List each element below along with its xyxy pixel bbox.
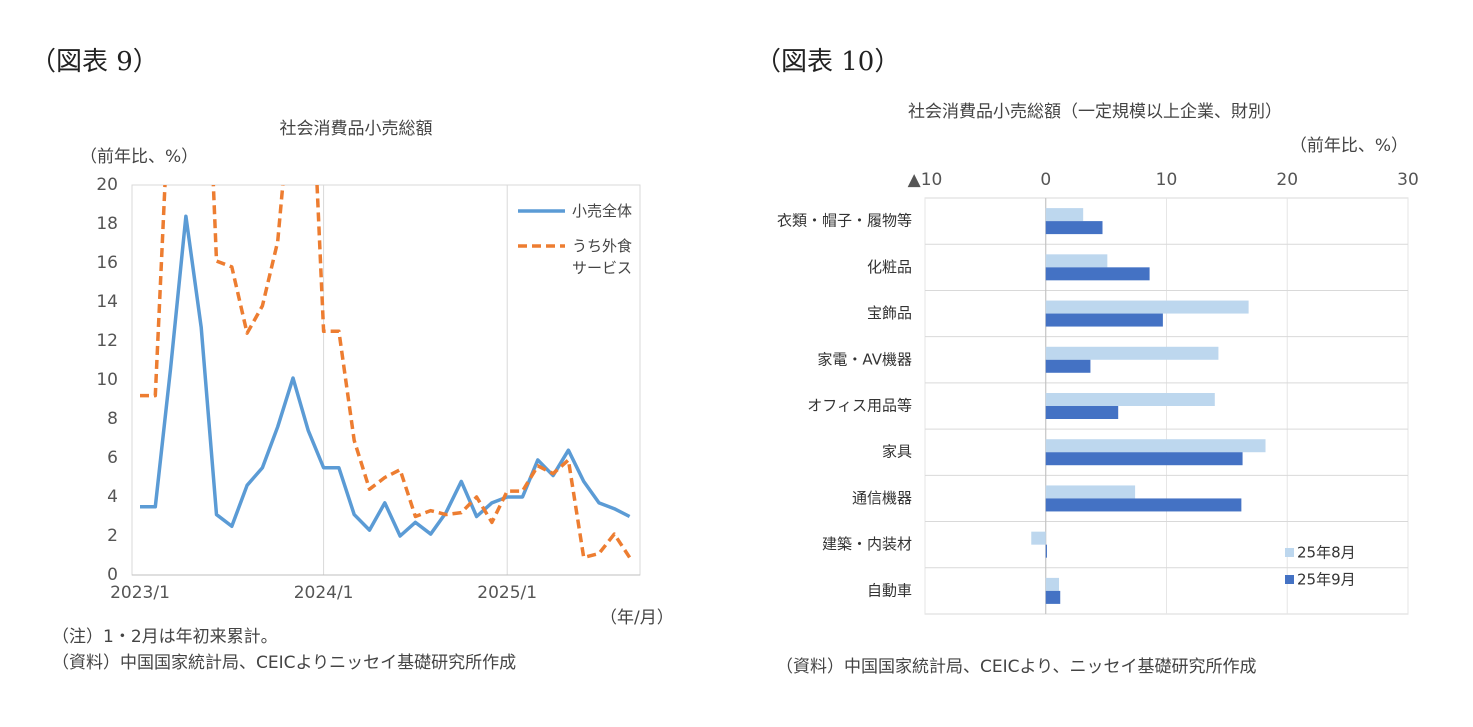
x-tick-label: 30	[1397, 170, 1419, 190]
line-series	[140, 185, 632, 560]
x-tick-label: 2023/1	[110, 583, 170, 603]
y-tick-label: 化粧品	[867, 258, 912, 276]
legend-label: 小売全体	[572, 202, 633, 220]
x-tick-label: 2025/1	[477, 583, 537, 603]
legend-swatch	[1285, 575, 1294, 584]
note: （資料）中国国家統計局、CEICより、ニッセイ基礎研究所作成	[776, 657, 1256, 677]
y-tick-label: 4	[107, 487, 118, 507]
y-tick-label: 8	[107, 409, 118, 429]
y-tick-label: 16	[96, 253, 118, 273]
y-tick-label: 18	[96, 214, 118, 234]
bar	[1045, 254, 1108, 268]
x-tick-label: 0	[1040, 170, 1051, 190]
bar	[1045, 577, 1060, 591]
y-axis-label: （前年比、%）	[80, 147, 198, 167]
chart-title: 社会消費品小売総額（一定規模以上企業、財別）	[908, 102, 1282, 122]
y-tick-label: 14	[96, 292, 118, 312]
figure-label: （図表 10）	[755, 47, 900, 77]
bar	[1045, 485, 1136, 499]
y-tick-label: 10	[96, 370, 118, 390]
bar	[1045, 406, 1119, 419]
y-tick-label: 衣類・帽子・履物等	[777, 212, 912, 230]
x-tick-label: ▲10	[908, 170, 943, 190]
legend-label: うち外食サービス	[572, 237, 633, 277]
bar	[1045, 208, 1084, 222]
y-tick-label: 建築・内装材	[822, 535, 912, 553]
note: （資料）中国国家統計局、CEICよりニッセイ基礎研究所作成	[52, 653, 516, 673]
chart-title: 社会消費品小売総額	[280, 119, 433, 139]
x-axis-label: （年/月）	[600, 608, 674, 628]
x-tick-label: 10	[1156, 170, 1178, 190]
y-tick-label: オフィス用品等	[807, 397, 912, 415]
y-tick-label: 自動車	[867, 581, 912, 599]
y-tick-label: 6	[107, 448, 118, 468]
bar	[1045, 439, 1266, 453]
y-tick-label: 通信機器	[852, 489, 912, 507]
bar	[1045, 300, 1249, 314]
y-tick-label: 12	[96, 331, 118, 351]
line-series	[140, 214, 631, 538]
bar	[1031, 531, 1046, 545]
plot-frame	[131, 184, 641, 576]
bar	[1045, 544, 1047, 558]
y-tick-label: 0	[107, 565, 118, 585]
y-tick-label: 家電・AV機器	[817, 350, 912, 368]
bar	[1045, 393, 1215, 406]
bar	[1045, 313, 1163, 327]
x-tick-label: 2024/1	[294, 583, 354, 603]
bar	[1045, 221, 1103, 235]
bar	[1045, 359, 1091, 373]
x-tick-label: 20	[1276, 170, 1298, 190]
y-tick-label: 20	[96, 175, 118, 195]
note: （注）1・2月は年初来累計。	[52, 627, 278, 647]
legend-label: 25年8月	[1297, 544, 1356, 562]
bar	[1045, 452, 1243, 466]
y-tick-label: 宝飾品	[867, 304, 912, 322]
legend-label: 25年9月	[1297, 571, 1356, 589]
y-tick-label: 2	[107, 526, 118, 546]
y-tick-label: 家具	[882, 443, 912, 461]
bar	[1045, 590, 1061, 604]
bar	[1045, 267, 1150, 281]
x-axis-label: （前年比、%）	[1290, 136, 1408, 156]
bar	[1045, 346, 1219, 360]
bar	[1045, 498, 1242, 512]
figure-label: （図表 9）	[30, 47, 159, 77]
legend-swatch	[1285, 548, 1294, 557]
